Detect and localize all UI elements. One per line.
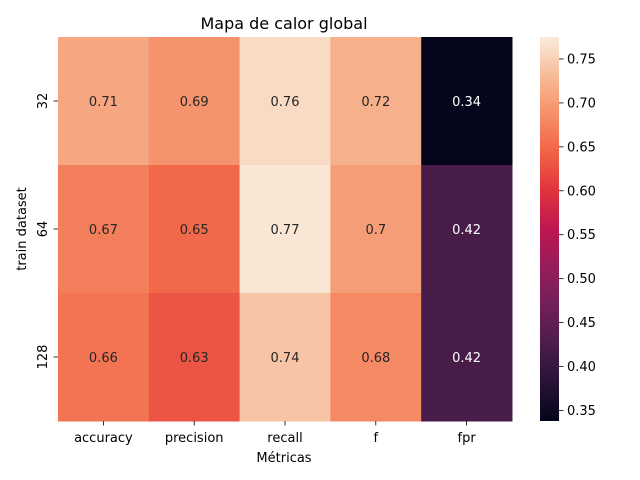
cell-value-label: 0.71 (89, 95, 118, 110)
colorbar-tick-label: 0.75 (567, 52, 596, 67)
cell-value-label: 0.76 (271, 95, 300, 110)
x-tick-label: f (374, 431, 379, 446)
colorbar-tick-label: 0.45 (567, 316, 596, 331)
heatmap-cell (330, 165, 422, 294)
x-tick-label: fpr (458, 431, 477, 446)
heatmap-cell (148, 165, 241, 294)
heatmap-cells (58, 37, 513, 422)
x-tick-label: accuracy (74, 431, 133, 446)
heatmap-cell (239, 37, 331, 166)
y-tick-label: 64 (36, 221, 51, 238)
cell-value-label: 0.66 (89, 351, 118, 366)
colorbar-tick-label: 0.35 (567, 404, 596, 419)
cell-value-label: 0.34 (452, 95, 481, 110)
colorbar-tick-label: 0.40 (567, 360, 596, 375)
colorbar-tick-label: 0.65 (567, 140, 596, 155)
heatmap-cell (330, 293, 422, 422)
colorbar (540, 37, 559, 421)
heatmap-cell (58, 293, 150, 422)
colorbar-tick-label: 0.55 (567, 228, 596, 243)
y-tick-label: 32 (36, 93, 51, 110)
cell-value-label: 0.7 (365, 223, 386, 238)
cell-value-label: 0.67 (89, 223, 118, 238)
cell-value-label: 0.42 (452, 351, 481, 366)
cell-value-label: 0.72 (361, 95, 390, 110)
cell-value-label: 0.42 (452, 223, 481, 238)
colorbar-tick-label: 0.50 (567, 272, 596, 287)
heatmap-cell (421, 293, 513, 422)
heatmap-cell (421, 37, 513, 166)
colorbar-tick-label: 0.70 (567, 96, 596, 111)
cell-value-label: 0.69 (180, 95, 209, 110)
x-tick-label: precision (165, 431, 224, 446)
cell-value-label: 0.68 (361, 351, 390, 366)
heatmap-cell (148, 293, 241, 422)
x-axis-label: Métricas (256, 451, 311, 466)
cell-value-label: 0.74 (271, 351, 300, 366)
colorbar-ticks: 0.35 0.40 0.45 0.50 0.55 0.60 0.65 0.70 0.75 (559, 52, 596, 419)
y-axis-label: train dataset (15, 187, 30, 271)
y-axis: 32 64 128 (36, 93, 58, 370)
heatmap-cell (239, 293, 331, 422)
x-axis: accuracy precision recall f fpr (74, 421, 476, 446)
heatmap-cell (58, 37, 150, 166)
heatmap-cell (239, 165, 331, 294)
cell-value-label: 0.77 (271, 223, 300, 238)
heatmap-cell (330, 37, 422, 166)
cell-value-label: 0.63 (180, 351, 209, 366)
cell-value-label: 0.65 (180, 223, 209, 238)
y-tick-label: 128 (36, 345, 51, 370)
colorbar-tick-label: 0.60 (567, 184, 596, 199)
heatmap-cell (421, 165, 513, 294)
x-tick-label: recall (267, 431, 302, 446)
heatmap-cell (58, 165, 150, 294)
heatmap-cell (148, 37, 241, 166)
cell-labels: 0.71 0.69 0.76 0.72 0.34 0.67 0.65 0.77 0.7 0.42 0… (89, 95, 481, 366)
chart-title: Mapa de calor global (200, 14, 367, 33)
